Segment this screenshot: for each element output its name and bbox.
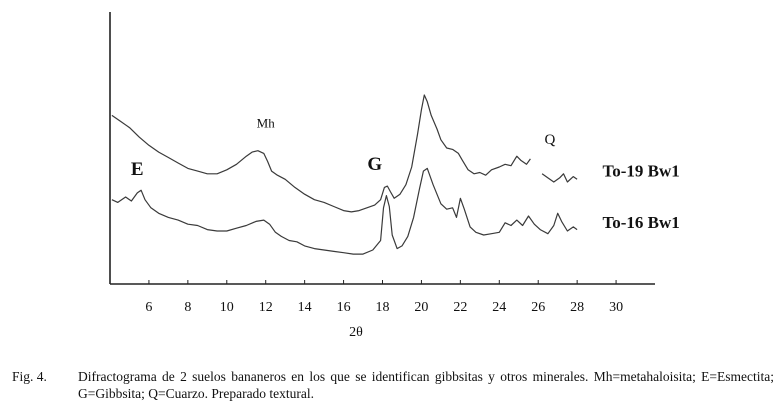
- x-tick-label: 6: [145, 300, 152, 315]
- x-tick-label: 20: [414, 300, 428, 315]
- peak-label: E: [131, 159, 144, 180]
- series-line: [111, 94, 531, 213]
- x-axis-label: 2θ: [349, 325, 363, 340]
- peak-label: To-16 Bw1: [602, 213, 679, 232]
- peak-label: G: [367, 154, 382, 175]
- chart-axes: [109, 12, 655, 285]
- series-line: [541, 173, 578, 183]
- peak-label: Q: [544, 132, 555, 148]
- peak-annotations: E Mh G Q To-19 Bw1 To-16 Bw1: [131, 116, 680, 233]
- peak-label: Mh: [257, 116, 276, 131]
- x-tick-label: 24: [492, 300, 506, 315]
- x-tick-label: 16: [337, 300, 351, 315]
- xrd-chart: 6 8 10 12 14 16 18 20 22 24 26 28 30 E Mh G Q To-19 Bw1 T…: [109, 12, 680, 340]
- peak-label: To-19 Bw1: [602, 162, 679, 181]
- x-tick-label: 18: [376, 300, 390, 315]
- x-tick-label: 12: [259, 300, 273, 315]
- x-tick-label: 14: [298, 300, 312, 315]
- caption-text: Difractograma de 2 suelos bananeros en l…: [78, 369, 774, 401]
- series-line: [111, 167, 578, 255]
- x-tick-label: 22: [453, 300, 467, 315]
- caption-label: Fig. 4.: [12, 369, 47, 384]
- diffraction-series: [111, 94, 578, 255]
- x-tick-label: 30: [609, 300, 623, 315]
- x-tick-label: 28: [570, 300, 584, 315]
- x-tick-label: 8: [184, 300, 191, 315]
- x-tick-label: 10: [220, 300, 234, 315]
- x-axis-ticks: 6 8 10 12 14 16 18 20 22 24 26 28 30: [145, 280, 623, 315]
- x-tick-label: 26: [531, 300, 545, 315]
